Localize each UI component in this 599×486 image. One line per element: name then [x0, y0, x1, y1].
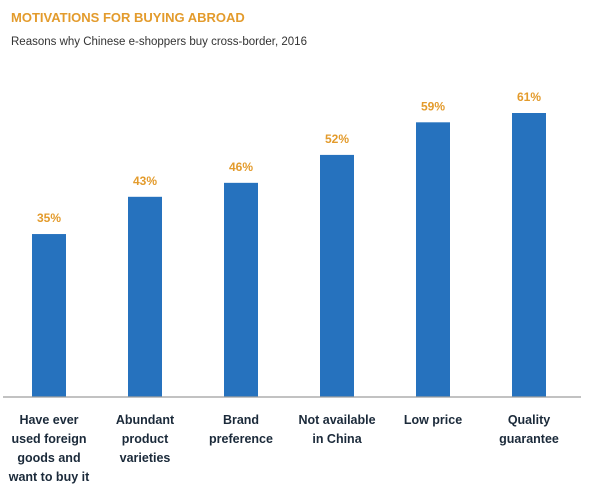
- value-label-1: 43%: [133, 174, 157, 188]
- category-label-line: goods and: [17, 451, 80, 465]
- category-label-line: Not available: [298, 413, 375, 427]
- category-label-line: product: [122, 432, 169, 446]
- value-label-4: 59%: [421, 99, 445, 113]
- value-label-3: 52%: [325, 132, 349, 146]
- category-label-line: Low price: [404, 413, 462, 427]
- value-label-2: 46%: [229, 160, 253, 174]
- category-label-line: Abundant: [116, 413, 175, 427]
- category-labels-group: Have ever used foreign goods and want to bu…: [8, 413, 559, 484]
- category-label-1: Abundant product varieties: [116, 413, 175, 465]
- bar-5: [512, 113, 546, 397]
- category-label-line: Have ever: [19, 413, 78, 427]
- category-label-line: in China: [312, 432, 362, 446]
- bar-2: [224, 182, 258, 397]
- bar-3: [320, 154, 354, 397]
- bar-4: [416, 122, 450, 398]
- category-label-line: guarantee: [499, 432, 559, 446]
- value-label-0: 35%: [37, 211, 61, 225]
- category-label-line: Brand: [223, 413, 259, 427]
- category-label-line: preference: [209, 432, 273, 446]
- category-label-4: Low price: [404, 413, 462, 427]
- value-labels-group: 35% 43% 46% 52% 59% 61%: [37, 90, 541, 225]
- category-label-line: used foreign: [11, 432, 86, 446]
- chart-title: MOTIVATIONS FOR BUYING ABROAD: [11, 10, 245, 25]
- category-label-line: varieties: [120, 451, 171, 465]
- category-label-2: Brand preference: [209, 413, 273, 446]
- bars-group: [32, 113, 546, 398]
- bar-1: [128, 196, 162, 397]
- chart-subtitle: Reasons why Chinese e-shoppers buy cross…: [11, 36, 307, 48]
- category-label-line: Quality: [508, 413, 550, 427]
- category-label-5: Quality guarantee: [499, 413, 559, 446]
- category-label-3: Not available in China: [298, 413, 375, 446]
- category-label-line: want to buy it: [8, 470, 90, 484]
- bar-0: [32, 234, 66, 397]
- value-label-5: 61%: [517, 90, 541, 104]
- category-label-0: Have ever used foreign goods and want to bu…: [8, 413, 90, 484]
